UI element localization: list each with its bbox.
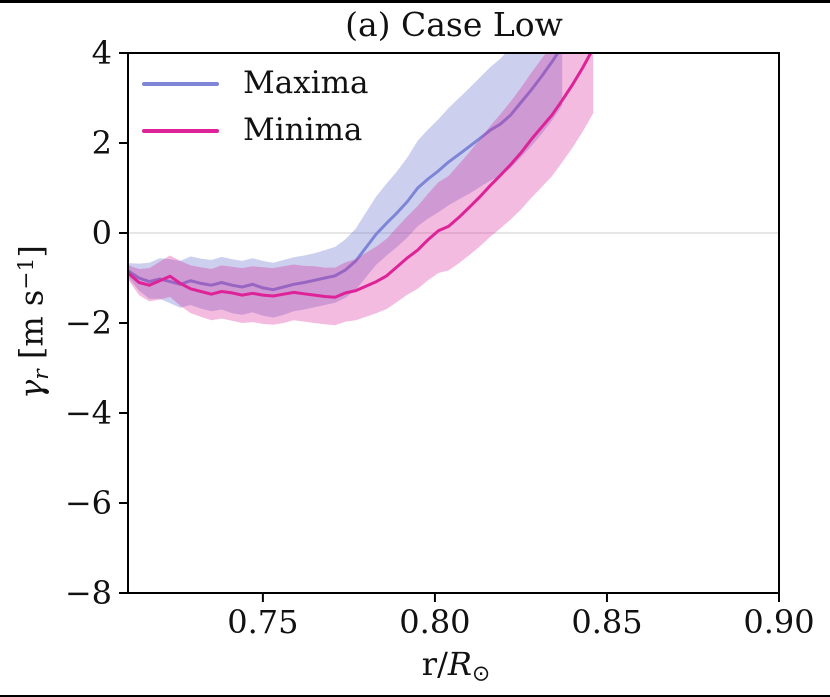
x-axis-label: r/R⊙ bbox=[421, 645, 491, 687]
x-tick-label: 0.90 bbox=[743, 603, 815, 641]
x-tick-label: 0.80 bbox=[399, 603, 471, 641]
y-tick-label: 0 bbox=[91, 214, 112, 252]
x-tick-label: 0.75 bbox=[227, 603, 299, 641]
axis-ticks bbox=[119, 52, 780, 602]
minima-uncertainty-band bbox=[128, 53, 594, 326]
sun-symbol: ⊙ bbox=[471, 661, 491, 687]
minima-legend-line bbox=[142, 128, 219, 133]
legend-entry-maxima: Maxima bbox=[142, 60, 369, 107]
bottom-border bbox=[0, 695, 830, 697]
maxima-legend-label: Maxima bbox=[243, 65, 369, 101]
legend: Maxima Minima bbox=[142, 60, 369, 154]
maxima-line bbox=[128, 53, 560, 292]
top-border bbox=[0, 0, 830, 3]
y-tick-label: −6 bbox=[64, 484, 112, 522]
y-tick-label: −2 bbox=[64, 304, 112, 342]
minima-line bbox=[128, 53, 593, 299]
y-tick-label: 2 bbox=[91, 124, 112, 162]
plot-title: (a) Case Low bbox=[345, 5, 563, 44]
maxima-legend-line bbox=[142, 81, 219, 86]
maxima-uncertainty-band bbox=[128, 53, 563, 318]
y-tick-label: −8 bbox=[64, 574, 112, 612]
y-tick-label: −4 bbox=[64, 394, 112, 432]
y-tick-label: 4 bbox=[91, 34, 112, 72]
x-tick-label: 0.85 bbox=[571, 603, 643, 641]
y-axis-label: γr [m s−1] bbox=[12, 245, 55, 399]
minima-legend-label: Minima bbox=[243, 112, 363, 148]
gamma-symbol: γ bbox=[12, 379, 51, 399]
legend-entry-minima: Minima bbox=[142, 107, 369, 154]
